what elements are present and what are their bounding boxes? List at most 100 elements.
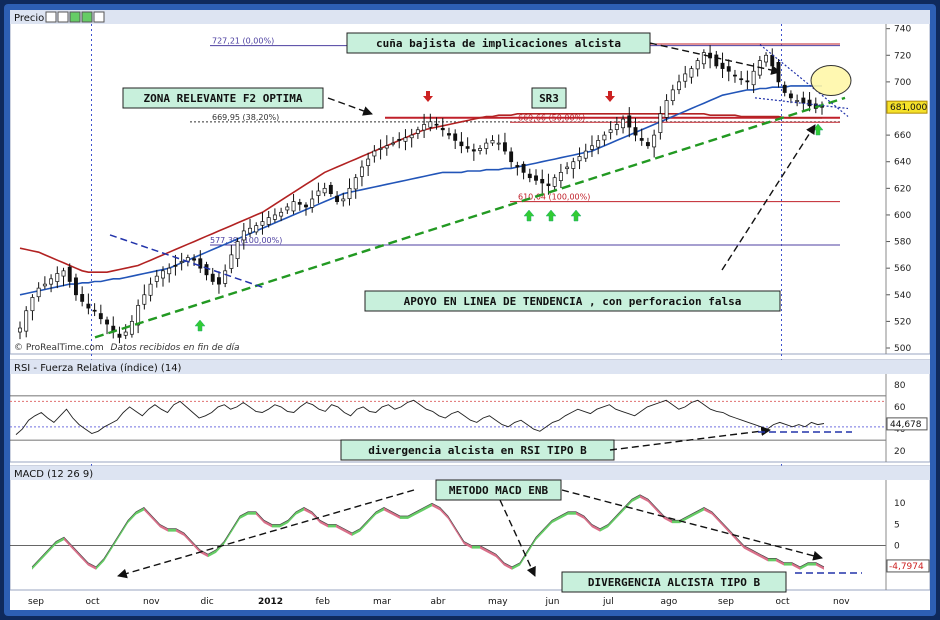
candle-body-77 bbox=[496, 142, 501, 145]
macd-band-segment-43 bbox=[376, 507, 384, 515]
macd-band-segment-72 bbox=[608, 515, 616, 528]
buy-arrow-2 bbox=[545, 209, 557, 222]
candle-body-44 bbox=[291, 201, 296, 212]
candle-body-88 bbox=[565, 166, 570, 170]
candle-body-58 bbox=[378, 148, 383, 150]
candle-body-102 bbox=[652, 134, 657, 148]
macd-panel-title: MACD (12 26 9) bbox=[14, 469, 93, 480]
candle-body-120 bbox=[764, 54, 768, 63]
candle-body-9 bbox=[74, 277, 78, 296]
candle-body-127 bbox=[807, 99, 812, 107]
candle-body-69 bbox=[447, 133, 451, 136]
macd-band-segment-60 bbox=[512, 562, 520, 570]
x-axis-label-4: 2012 bbox=[258, 597, 283, 607]
macd-band-segment-84 bbox=[704, 507, 712, 515]
candle-body-110 bbox=[701, 52, 706, 65]
macd-band-segment-97 bbox=[808, 562, 816, 566]
macd-band-segment-56 bbox=[480, 545, 488, 553]
window-icon[interactable] bbox=[57, 11, 69, 23]
candle-body-86 bbox=[552, 177, 557, 187]
candle-body-37 bbox=[248, 227, 252, 234]
candle-body-48 bbox=[316, 190, 321, 196]
candle-body-106 bbox=[677, 81, 681, 91]
candle-body-51 bbox=[335, 195, 340, 202]
rsi-series-line bbox=[15, 399, 825, 435]
candle-body-82 bbox=[527, 173, 532, 179]
annotation-rsi-divergence-text: divergencia alcista en RSI TIPO B bbox=[368, 444, 587, 457]
candle-body-101 bbox=[645, 142, 650, 147]
annotation-arrow-3 bbox=[609, 426, 771, 451]
candle-body-68 bbox=[440, 127, 445, 131]
macd-band-segment-41 bbox=[360, 520, 368, 532]
macd-band-segment-65 bbox=[552, 515, 560, 524]
macd-band-segment-20 bbox=[192, 541, 200, 553]
price-panel-header bbox=[10, 10, 930, 24]
candle-body-59 bbox=[384, 145, 389, 149]
candle-body-112 bbox=[714, 54, 719, 67]
candle-body-103 bbox=[658, 113, 663, 133]
candle-body-7 bbox=[61, 270, 66, 277]
candle-body-49 bbox=[322, 187, 327, 194]
candle-body-5 bbox=[49, 278, 54, 285]
macd-band-segment-45 bbox=[392, 511, 400, 519]
rsi-axis-label-3: 80 bbox=[894, 381, 906, 391]
macd-band-segment-16 bbox=[160, 524, 168, 532]
price-axis-label-1: 520 bbox=[894, 317, 911, 327]
x-axis-label-9: jun bbox=[545, 597, 560, 607]
candle-body-50 bbox=[328, 184, 333, 195]
candle-body-1 bbox=[24, 310, 29, 332]
macd-band-segment-57 bbox=[488, 549, 496, 558]
rsi-current-badge bbox=[886, 417, 928, 431]
candle-body-78 bbox=[502, 142, 507, 152]
macd-band-segment-33 bbox=[296, 507, 304, 515]
candle-body-91 bbox=[583, 150, 588, 159]
candle-body-95 bbox=[608, 129, 613, 133]
close-icon[interactable] bbox=[93, 11, 105, 23]
annotation-support-box bbox=[364, 290, 781, 312]
watermark: © ProRealTime.com Datos recibidos en fin… bbox=[14, 343, 240, 353]
down-arrow-icon[interactable] bbox=[81, 11, 93, 23]
x-axis-label-1: oct bbox=[86, 597, 100, 607]
annotation-macd-divergence-box bbox=[561, 571, 787, 593]
macd-band-segment-4 bbox=[64, 537, 72, 549]
macd-band-segment-10 bbox=[112, 532, 120, 549]
up-arrow-icon[interactable] bbox=[69, 11, 81, 23]
candle-body-126 bbox=[801, 97, 806, 104]
macd-band-segment-73 bbox=[616, 507, 624, 519]
candle-body-56 bbox=[366, 158, 371, 166]
candle-body-34 bbox=[229, 254, 234, 269]
macd-current-label: -4,7974 bbox=[889, 562, 924, 572]
candle-body-96 bbox=[614, 124, 619, 130]
macd-band-segment-54 bbox=[464, 541, 472, 549]
highlight-ellipse bbox=[810, 65, 852, 97]
macd-band-segment-5 bbox=[72, 545, 80, 558]
buy-arrow-0 bbox=[194, 319, 206, 332]
price-axis-label-2: 540 bbox=[894, 291, 911, 301]
macd-area bbox=[31, 494, 825, 570]
x-axis: sep oct nov dic 2012 feb mar abr may jun jul ago sep… bbox=[28, 597, 850, 607]
candle-body-14 bbox=[105, 319, 109, 325]
macd-band-segment-26 bbox=[240, 511, 248, 519]
macd-band-segment-80 bbox=[672, 520, 680, 524]
macd-band-segment-36 bbox=[320, 520, 328, 528]
macd-band-segment-83 bbox=[696, 507, 704, 515]
candle-body-115 bbox=[733, 74, 737, 77]
trendline-support bbox=[94, 96, 846, 339]
macd-band-segment-6 bbox=[80, 554, 88, 566]
candle-body-60 bbox=[391, 142, 395, 145]
candle-body-83 bbox=[534, 175, 538, 181]
candle-body-19 bbox=[136, 305, 141, 326]
macd-band-segment-19 bbox=[184, 532, 192, 545]
candle-body-64 bbox=[415, 129, 420, 134]
macd-band-segment-17 bbox=[168, 528, 176, 532]
fib-level-label-0: 727,21 (0,00%) bbox=[212, 37, 274, 46]
candle-body-92 bbox=[590, 145, 594, 150]
candle-body-104 bbox=[664, 100, 669, 118]
candle-body-3 bbox=[36, 287, 41, 298]
candle-body-121 bbox=[770, 54, 775, 67]
macd-band-segment-50 bbox=[432, 503, 440, 511]
candle-body-105 bbox=[670, 89, 675, 102]
candle-body-124 bbox=[788, 93, 793, 99]
candle-body-23 bbox=[161, 270, 165, 279]
wrench-icon[interactable] bbox=[45, 11, 57, 23]
